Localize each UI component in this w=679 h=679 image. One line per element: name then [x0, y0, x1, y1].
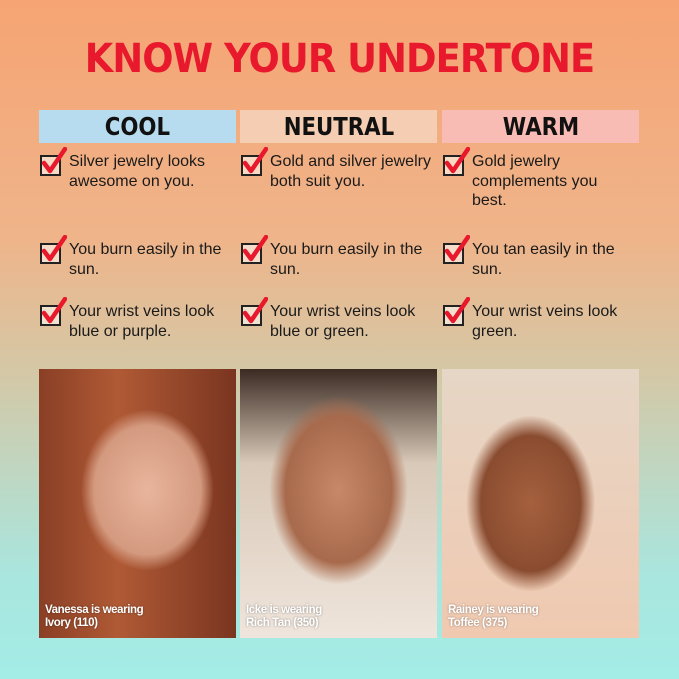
checkbox-checked-icon [442, 147, 470, 176]
checkbox-checked-icon [442, 297, 470, 326]
checklist-item: You burn easily in the sun. [39, 235, 239, 279]
checkbox-checked-icon [39, 147, 67, 176]
column-cool: COOL Silver jewelry looks awesome on you… [39, 110, 236, 638]
checklist-item: You tan easily in the sun. [442, 235, 642, 279]
checkbox-checked-icon [240, 297, 268, 326]
photo-caption: Icke is wearing Rich Tan (350) [246, 604, 322, 629]
checklist-item: Gold and silver jewelry both suit you. [240, 147, 440, 191]
column-warm: WARM Gold jewelry complements you best. … [442, 110, 639, 638]
model-photo: Vanessa is wearing Ivory (110) [39, 369, 236, 638]
column-header: NEUTRAL [240, 110, 437, 143]
item-text: Your wrist veins look blue or purple. [69, 303, 215, 340]
checkbox-checked-icon [39, 297, 67, 326]
photo-caption: Rainey is wearing Toffee (375) [448, 604, 539, 629]
checklist-item: Your wrist veins look blue or purple. [39, 297, 239, 341]
item-text: Silver jewelry looks awesome on you. [69, 153, 206, 190]
item-text: Gold jewelry complements you best. [472, 153, 598, 209]
item-text: You burn easily in the sun. [270, 241, 423, 278]
model-photo: Icke is wearing Rich Tan (350) [240, 369, 437, 638]
checklist-item: Gold jewelry complements you best. [442, 147, 642, 211]
column-neutral: NEUTRAL Gold and silver jewelry both sui… [240, 110, 437, 638]
item-text: You burn easily in the sun. [69, 241, 222, 278]
column-header: COOL [39, 110, 236, 143]
checkbox-checked-icon [442, 235, 470, 264]
checkbox-checked-icon [240, 235, 268, 264]
item-text: You tan easily in the sun. [472, 241, 615, 278]
photo-caption: Vanessa is wearing Ivory (110) [45, 604, 144, 629]
checklist-item: Your wrist veins look blue or green. [240, 297, 440, 341]
item-text: Your wrist veins look green. [472, 303, 618, 340]
page-title: KNOW YOUR UNDERTONE [84, 36, 595, 82]
item-text: Your wrist veins look blue or green. [270, 303, 416, 340]
checkbox-checked-icon [39, 235, 67, 264]
item-text: Gold and silver jewelry both suit you. [270, 153, 431, 190]
column-header: WARM [442, 110, 639, 143]
model-photo: Rainey is wearing Toffee (375) [442, 369, 639, 638]
checklist-item: Your wrist veins look green. [442, 297, 642, 341]
checklist-item: Silver jewelry looks awesome on you. [39, 147, 239, 191]
checkbox-checked-icon [240, 147, 268, 176]
checklist-item: You burn easily in the sun. [240, 235, 440, 279]
